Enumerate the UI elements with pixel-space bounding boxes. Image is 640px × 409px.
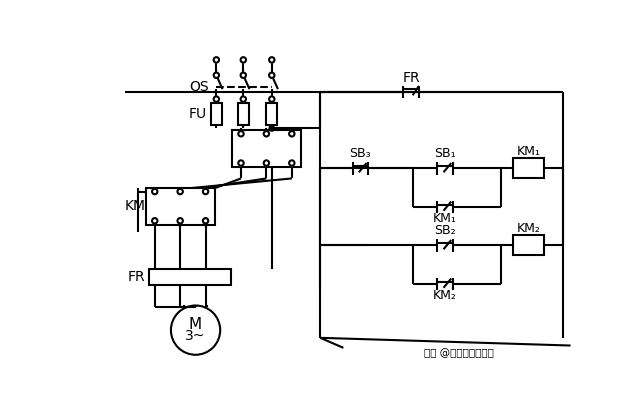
Text: FR: FR (403, 71, 420, 85)
Circle shape (214, 72, 219, 78)
Circle shape (152, 218, 157, 223)
Circle shape (177, 218, 183, 223)
Circle shape (289, 160, 294, 166)
Text: KM₂: KM₂ (125, 199, 151, 213)
Text: KM₁: KM₁ (516, 145, 540, 158)
Circle shape (203, 189, 208, 194)
Circle shape (214, 97, 219, 102)
Circle shape (238, 131, 244, 137)
Bar (211, 103, 221, 124)
Circle shape (269, 72, 275, 78)
Text: KM₂: KM₂ (433, 289, 457, 302)
Circle shape (269, 97, 275, 102)
Text: M: M (189, 317, 202, 332)
Circle shape (269, 57, 275, 63)
Circle shape (269, 126, 275, 131)
Circle shape (241, 72, 246, 78)
Circle shape (177, 189, 183, 194)
Bar (238, 103, 249, 124)
Circle shape (264, 131, 269, 137)
Text: QS: QS (189, 80, 209, 94)
Bar (513, 236, 543, 256)
Circle shape (289, 131, 294, 137)
Bar (513, 158, 543, 178)
Circle shape (203, 218, 208, 223)
Text: KM₁: KM₁ (270, 142, 297, 155)
Bar (232, 130, 301, 167)
Text: KM₁: KM₁ (433, 212, 457, 225)
Text: FU: FU (189, 107, 207, 121)
Text: 头条 @电气自动化应用: 头条 @电气自动化应用 (424, 348, 494, 358)
Circle shape (264, 160, 269, 166)
Text: SB₁: SB₁ (434, 146, 456, 160)
Circle shape (214, 57, 219, 63)
Bar (148, 269, 231, 285)
Circle shape (241, 57, 246, 63)
Text: FR: FR (128, 270, 145, 284)
Circle shape (152, 189, 157, 194)
Bar (266, 103, 277, 124)
Text: 3~: 3~ (186, 329, 205, 343)
Circle shape (238, 160, 244, 166)
Circle shape (241, 97, 246, 102)
Text: KM₂: KM₂ (516, 222, 540, 235)
Text: SB₂: SB₂ (434, 224, 456, 236)
Text: SB₃: SB₃ (349, 146, 371, 160)
Bar (145, 188, 215, 225)
